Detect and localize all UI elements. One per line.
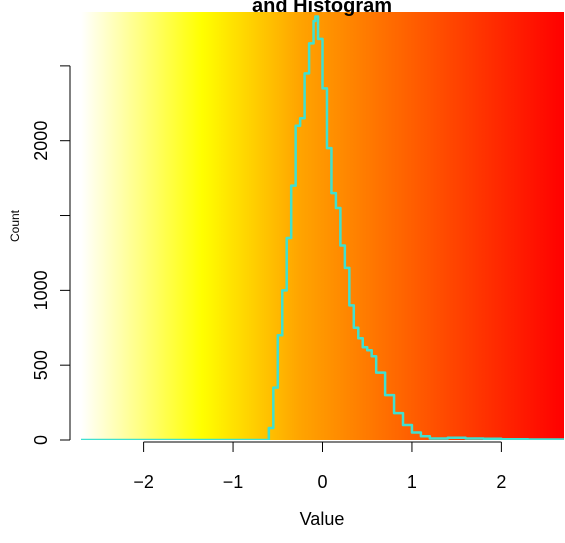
plot-title: and Histogram (252, 0, 392, 17)
x-tick-label: −1 (223, 472, 244, 492)
y-tick-label: 0 (31, 435, 51, 445)
x-tick-label: 2 (496, 472, 506, 492)
x-axis-title: Value (300, 509, 345, 529)
y-tick-label: 1000 (31, 270, 51, 310)
x-tick-label: −2 (133, 472, 154, 492)
y-tick-label: 2000 (31, 121, 51, 161)
x-axis: −2 −1 0 1 2 (133, 441, 506, 492)
density-line (81, 15, 564, 440)
x-tick-label: 0 (317, 472, 327, 492)
y-axis: 0 500 1000 2000 (31, 65, 71, 445)
series-layer (81, 15, 564, 440)
y-tick-label: 500 (31, 350, 51, 380)
x-tick-label: 1 (407, 472, 417, 492)
y-axis-title: Count (8, 209, 22, 242)
